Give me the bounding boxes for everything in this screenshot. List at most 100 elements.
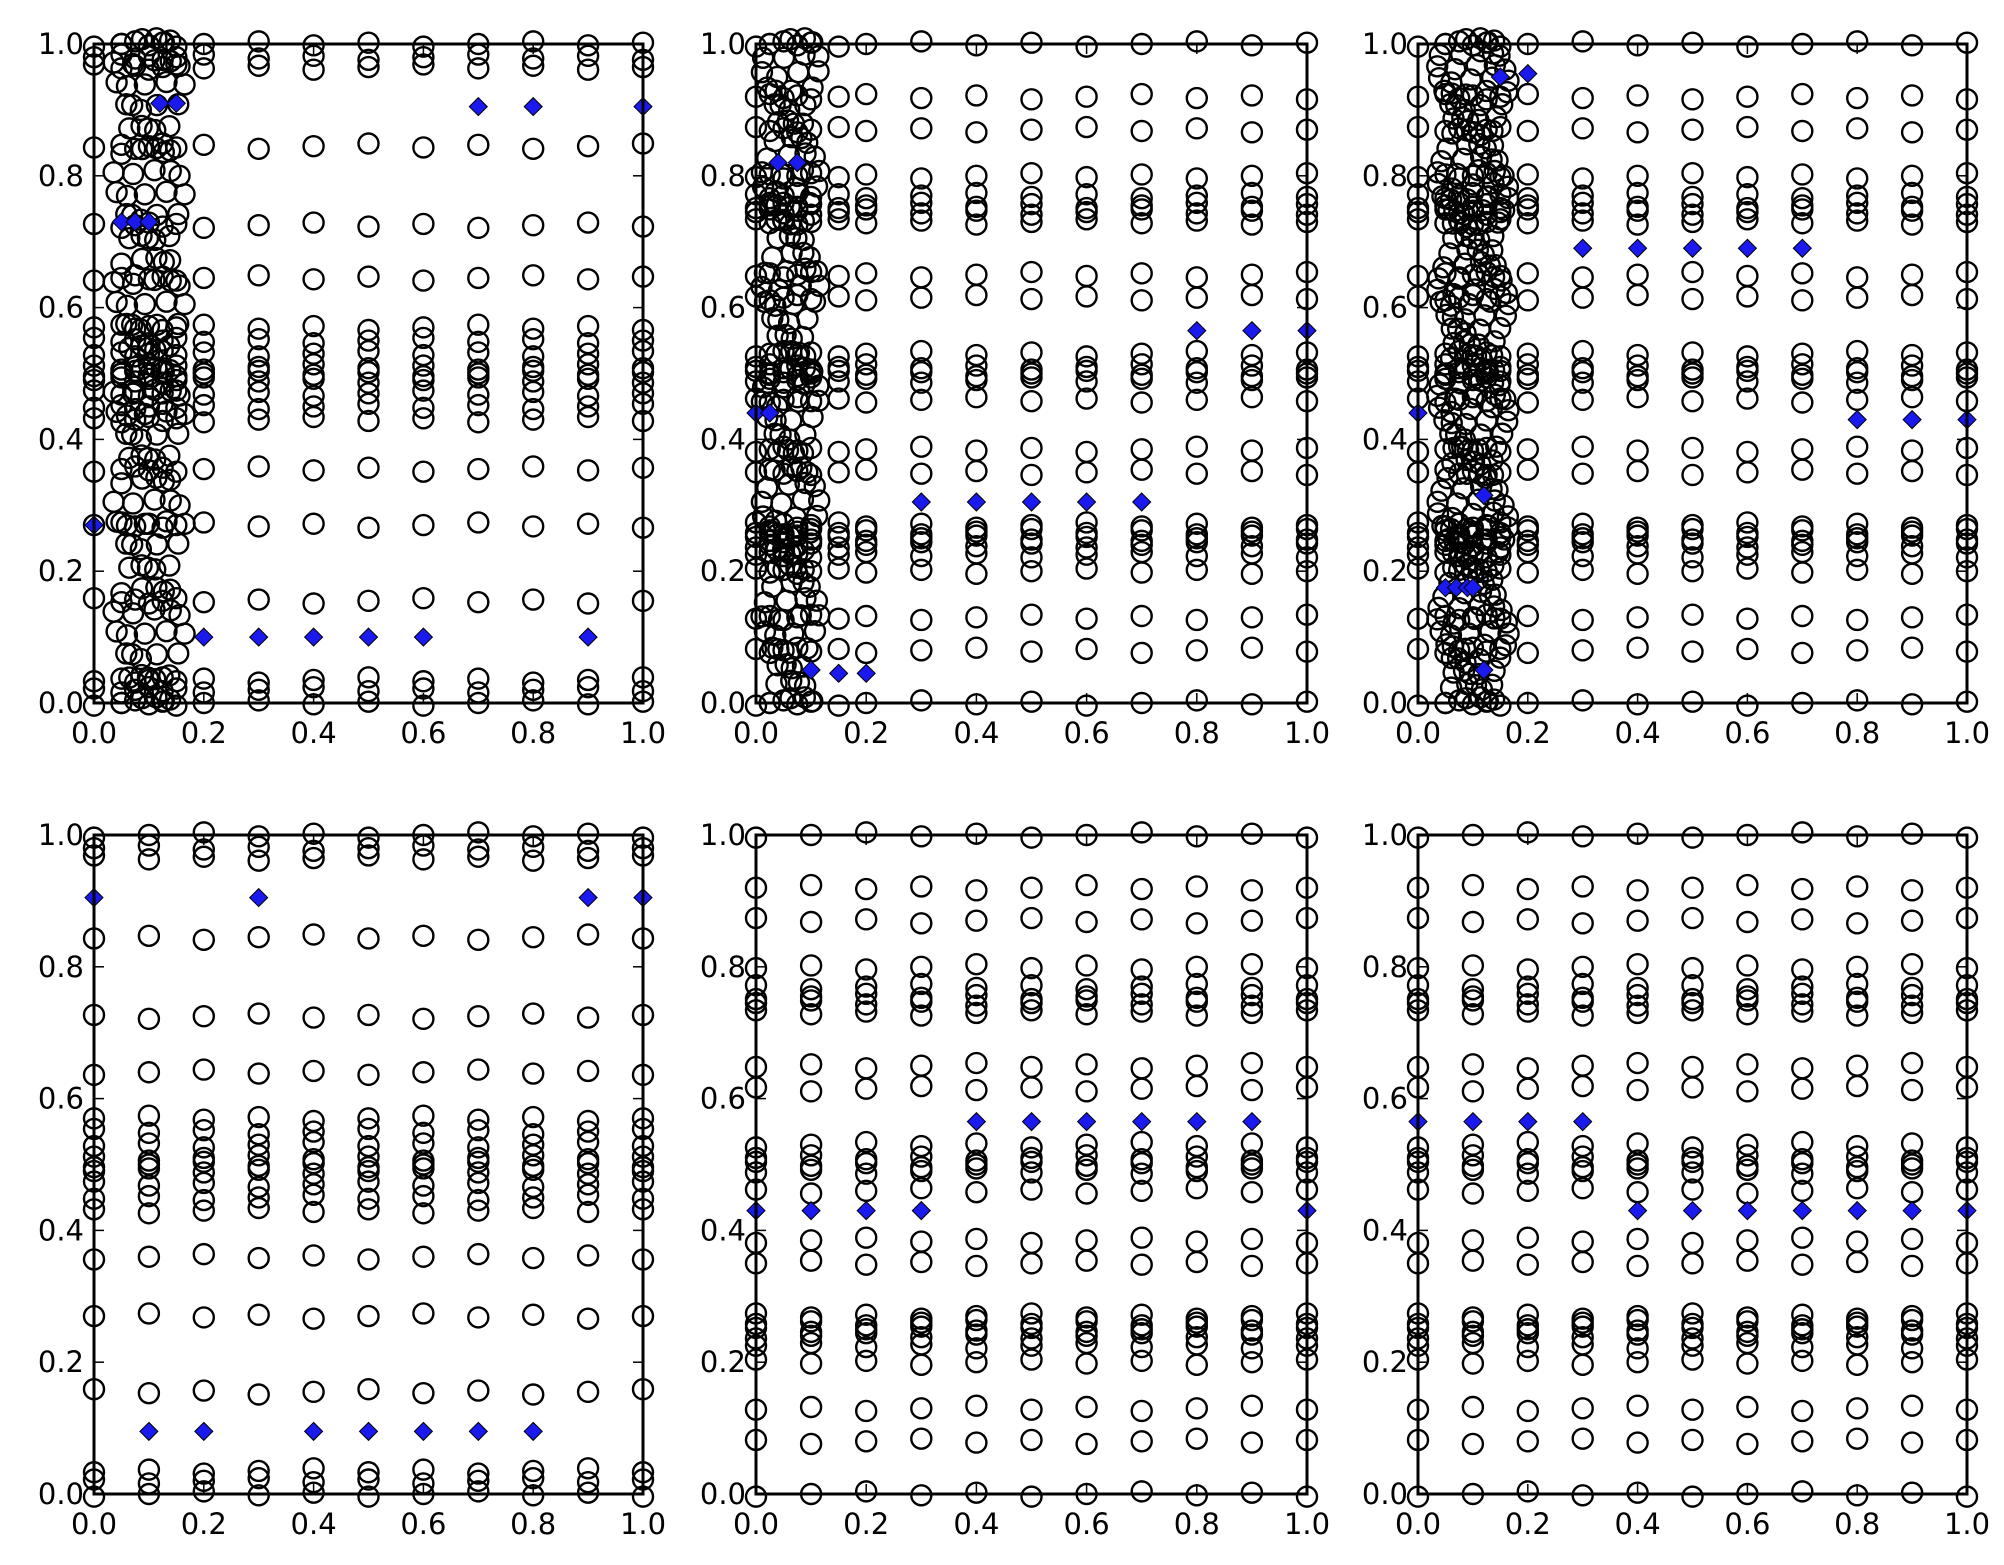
data-point-circle [1900,459,1924,483]
data-point-circle [1571,388,1594,412]
data-point-circle [799,546,823,569]
data-point-circle [302,1148,325,1171]
data-point-circle [1443,58,1467,81]
data-point-circle [1020,88,1043,111]
data-point-circle [144,338,167,361]
data-point-circle [1489,694,1512,717]
data-point-circle [1681,1161,1704,1184]
data-point-circle [1130,1077,1153,1100]
data-point-diamond [303,1421,324,1442]
data-point-circle [1516,163,1540,186]
data-point-circle [247,214,270,237]
data-point-diamond [358,1421,379,1442]
y-tick-label: 0.4 [1362,1213,1408,1247]
data-point-circle [799,1352,823,1375]
data-point-circle [780,657,803,680]
data-point-circle [1791,289,1814,312]
data-point-circle [1481,463,1505,487]
data-point-circle [133,73,157,96]
data-point-circle [1130,908,1153,931]
data-point-circle [1571,1307,1594,1330]
data-point-circle [1020,513,1043,537]
data-point-circle [780,327,803,350]
data-point-diamond [966,1111,987,1132]
data-point-circle [1681,1302,1704,1325]
data-point-circle [165,269,188,292]
data-point-circle [1240,1180,1264,1204]
data-point-circle [799,1320,823,1344]
data-point-circle [412,316,435,339]
data-point-circle [1429,620,1452,643]
circle-series [744,27,1319,717]
data-point-circle [855,289,878,312]
data-point-circle [1130,1162,1153,1185]
data-point-circle [910,1054,933,1077]
data-point-circle [1185,184,1209,207]
data-point-circle [115,404,139,427]
data-point-circle [965,1254,988,1278]
data-point-circle [192,411,216,434]
data-point-circle [1481,119,1504,143]
data-point-circle [1791,342,1814,365]
data-point-circle [1485,105,1508,129]
data-point-circle [799,978,823,1001]
data-point-circle [1461,1306,1485,1329]
data-point-circle [167,312,190,336]
data-point-circle [910,184,933,207]
data-point-circle [1845,371,1869,394]
data-point-circle [158,444,181,467]
data-point-circle [1516,1162,1540,1185]
data-point-circle [155,619,178,643]
data-point-circle [965,983,988,1007]
data-point-circle [1626,1180,1649,1204]
data-point-circle [357,409,380,433]
data-point-circle [1791,438,1814,461]
data-point-circle [1791,1430,1814,1453]
data-point-circle [1240,1149,1264,1172]
data-point-circle [767,308,790,332]
data-point-circle [412,407,435,430]
data-point-circle [801,405,824,429]
data-point-circle [1484,254,1507,277]
data-point-circle [827,285,850,308]
subplot-1: 0.0 0.2 0.4 0.6 0.8 1.0 0.0 0.2 0.4 0.6 0.8 1.0 [38,27,666,750]
data-point-circle [412,1202,435,1225]
data-point-circle [1185,544,1209,568]
data-point-circle [143,598,166,621]
data-point-circle [792,241,815,265]
data-point-circle [1900,1078,1924,1102]
data-point-circle [1240,516,1264,539]
data-point-diamond [468,1421,489,1442]
data-point-diamond [911,1200,932,1221]
data-point-circle [192,1462,216,1485]
data-point-circle [522,588,545,611]
data-point-circle [1467,108,1490,132]
data-point-circle [1681,287,1704,311]
data-point-circle [357,836,380,860]
subplot-2: 0.0 0.2 0.4 0.6 0.8 1.0 0.0 0.2 0.4 0.6 0.8 1.0 [700,27,1330,750]
data-point-diamond [1076,492,1097,512]
data-point-circle [467,1242,490,1266]
data-point-circle [1626,976,1649,1000]
data-point-circle [1465,53,1488,77]
data-point-circle [910,1250,933,1274]
data-point-circle [1900,976,1924,1000]
data-point-circle [1130,821,1153,844]
data-point-circle [1185,1230,1209,1253]
data-point-circle [302,846,325,870]
data-point-circle [1845,512,1869,535]
data-point-circle [1900,354,1924,377]
data-point-circle [1626,516,1649,539]
data-point-circle [1900,1051,1924,1075]
data-point-circle [1900,1350,1924,1374]
data-point-circle [1681,987,1704,1011]
data-point-circle [1736,1144,1759,1167]
data-point-circle [855,975,878,998]
data-point-diamond [1131,1111,1152,1132]
data-point-circle [1130,82,1153,106]
data-point-circle [1571,191,1594,215]
data-point-circle [965,994,988,1017]
data-point-circle [412,343,435,367]
data-point-circle [1626,1337,1649,1360]
data-point-circle [192,266,216,290]
